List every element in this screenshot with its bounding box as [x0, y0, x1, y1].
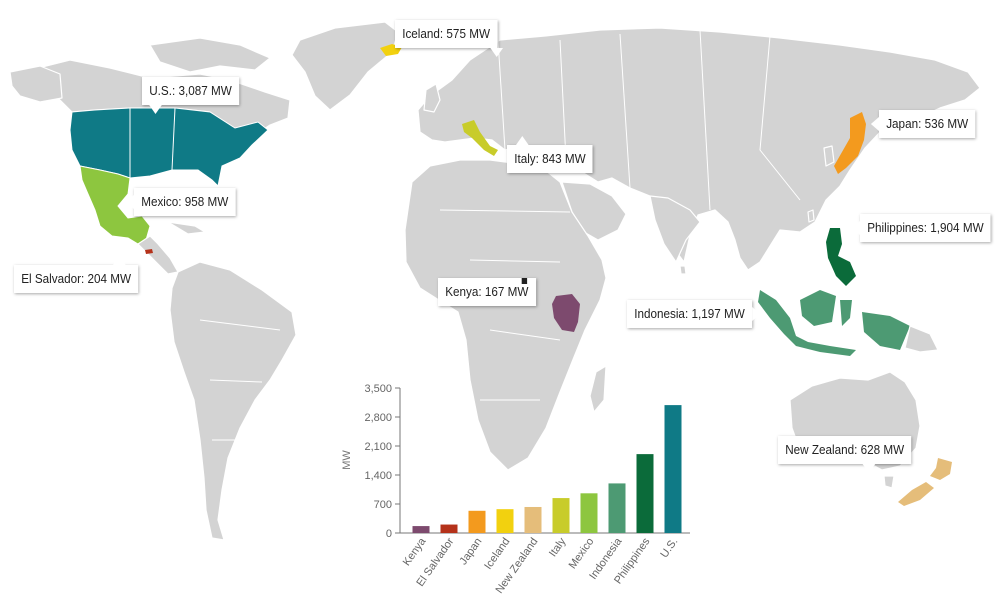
madagascar — [589, 365, 607, 413]
philippines — [826, 228, 856, 286]
callout-iceland: Iceland: 575 MW — [395, 20, 503, 57]
italy — [462, 120, 498, 156]
bar — [580, 493, 598, 533]
bar — [496, 509, 514, 533]
mexico — [79, 165, 151, 245]
bar — [664, 405, 682, 533]
chart-y-axis-label: MW — [341, 450, 353, 470]
japan — [834, 112, 866, 174]
bar — [552, 498, 570, 533]
south-america — [169, 261, 297, 541]
x-tick-label: Kenya — [401, 535, 429, 568]
y-tick-label: 700 — [374, 499, 392, 511]
kenya — [552, 294, 580, 332]
x-tick-label: Mexico — [567, 536, 597, 571]
caribbean — [167, 221, 206, 235]
alaska — [9, 65, 63, 103]
sri-lanka — [679, 265, 687, 275]
country-borders — [129, 29, 801, 441]
tasmania — [883, 475, 895, 489]
callout-kenya: Kenya: 167 MW — [438, 278, 536, 306]
chart-bars — [412, 405, 682, 533]
el-salvador — [145, 249, 153, 254]
x-tick-label: U.S. — [658, 536, 680, 560]
indonesia — [758, 290, 910, 356]
bar — [524, 506, 542, 533]
india — [649, 195, 701, 263]
x-tick-label: Italy — [547, 535, 569, 559]
y-tick-label: 2,800 — [364, 412, 392, 424]
taiwan — [807, 209, 815, 223]
chart-axes: 0 700 1,400 2,100 2,800 3,500 — [364, 383, 690, 540]
y-tick-label: 1,400 — [364, 470, 392, 482]
bar — [412, 526, 430, 533]
arctic-islands — [149, 37, 271, 73]
united-kingdom — [423, 83, 441, 113]
new-zealand — [898, 458, 952, 506]
bar — [440, 524, 458, 533]
callout-italy: Italy: 843 MW — [507, 136, 593, 173]
callout-indonesia: Indonesia: 1,197 MW — [627, 300, 760, 328]
y-tick-label: 2,100 — [364, 441, 392, 453]
callout-japan: Japan: 536 MW — [870, 110, 976, 138]
greenland — [291, 21, 399, 111]
bar — [468, 510, 486, 533]
y-tick-label: 0 — [386, 528, 392, 540]
central-america — [137, 235, 179, 275]
korea — [823, 145, 835, 167]
callout-us: U.S.: 3,087 MW — [142, 77, 239, 114]
x-tick-label: Japan — [457, 536, 484, 567]
x-tick-label: Iceland — [482, 536, 512, 572]
bar — [608, 483, 626, 533]
papua-east — [904, 325, 939, 353]
y-tick-label: 3,500 — [364, 383, 392, 395]
callout-new-zealand: New Zealand: 628 MW — [778, 436, 912, 473]
callout-el-salvador: El Salvador: 204 MW — [14, 256, 139, 293]
callout-philippines: Philippines: 1,904 MW — [851, 214, 991, 242]
bar — [636, 454, 654, 533]
callout-mexico: Mexico: 958 MW — [125, 188, 236, 216]
